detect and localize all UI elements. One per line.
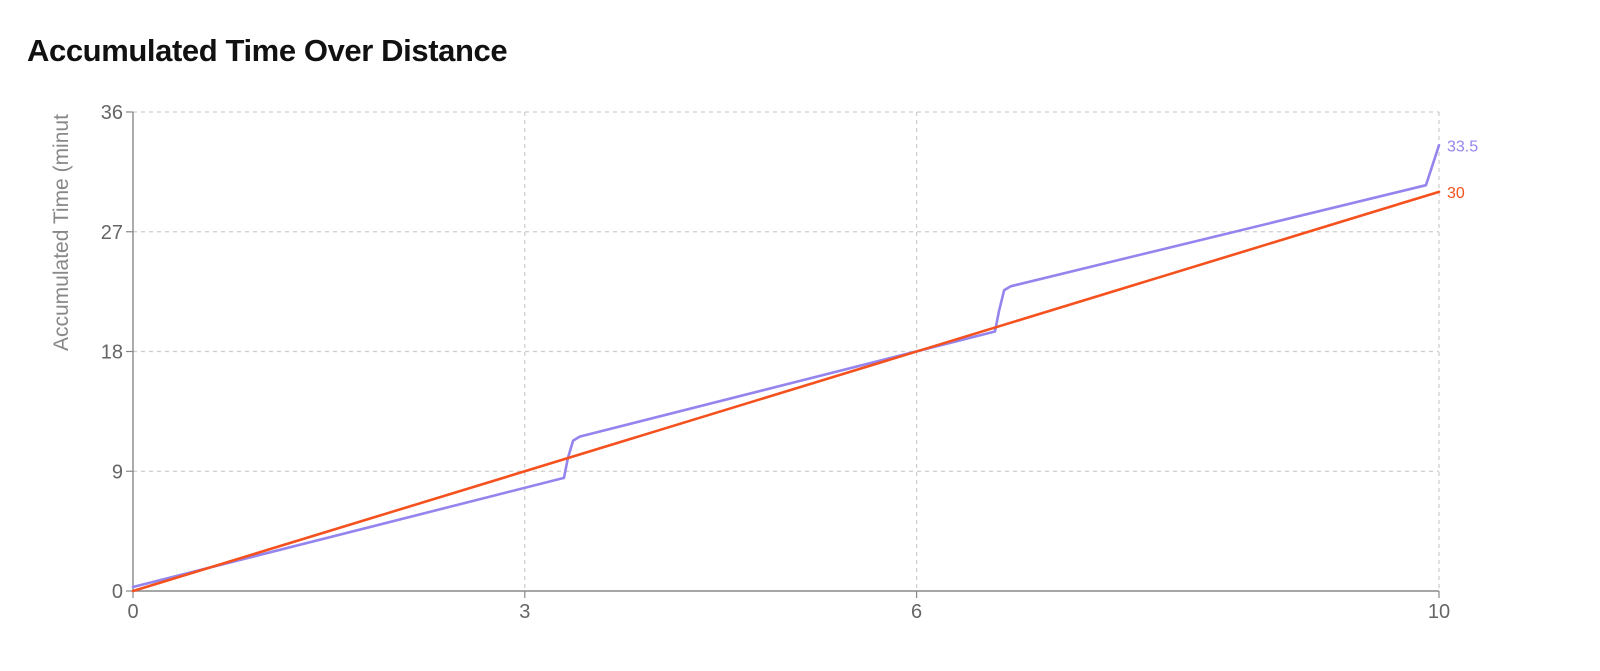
- series-line-target: [131, 190, 1441, 593]
- y-tick-label: 36: [101, 102, 123, 124]
- y-tick-label: 0: [112, 581, 123, 603]
- y-tick-label: 27: [101, 222, 123, 244]
- x-tick-label: 3: [519, 601, 530, 623]
- y-tick-label: 18: [101, 342, 123, 364]
- end-label-target: 30: [1447, 185, 1465, 202]
- series-lines: [131, 143, 1441, 593]
- y-axis-label: Accumulated Time (minut: [50, 114, 73, 351]
- chart-title: Accumulated Time Over Distance: [27, 33, 508, 68]
- axes: [126, 111, 1440, 598]
- y-tick-label: 9: [112, 461, 123, 483]
- series-line-actual: [131, 143, 1441, 589]
- x-tick-label: 10: [1428, 601, 1450, 623]
- end-labels: 33.5 30: [1447, 138, 1478, 202]
- x-tick-label: 0: [127, 601, 138, 623]
- x-tick-label: 6: [911, 601, 922, 623]
- end-label-actual: 33.5: [1447, 138, 1478, 155]
- grid-lines: [133, 111, 1440, 591]
